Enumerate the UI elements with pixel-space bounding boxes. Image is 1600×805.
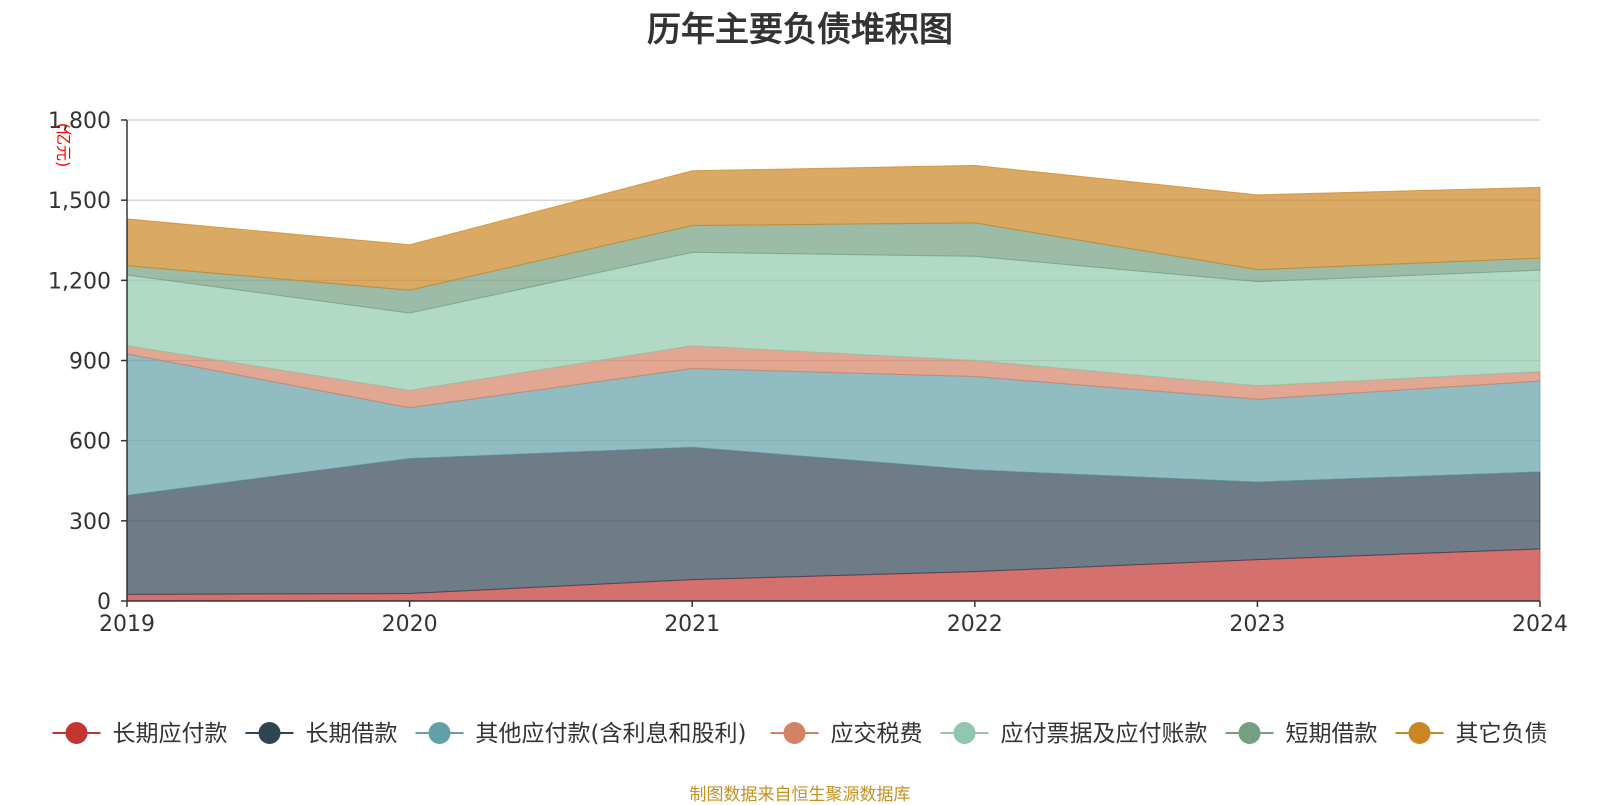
y-tick-label: 1,800 [48,109,111,134]
x-tick-label: 2021 [664,612,720,637]
y-axis-unit-label: (亿元) [54,123,73,168]
y-axis-ticks: 0 300 600 900 1,200 1,500 1,800 [48,109,127,615]
y-tick-label: 1,200 [48,269,111,294]
legend-marker [1238,722,1261,744]
legend-label: 应付票据及应付账款 [1001,721,1208,747]
y-tick-label: 600 [69,430,111,455]
legend-marker [1408,722,1431,744]
legend-label: 应交税费 [831,721,923,747]
legend-label: 长期借款 [306,721,398,747]
y-tick-label: 1,500 [48,189,111,214]
y-tick-label: 0 [97,590,111,615]
legend-item[interactable]: 长期应付款 [52,721,228,747]
legend-marker [783,722,806,744]
x-tick-label: 2024 [1512,612,1568,637]
chart-title: 历年主要负债堆积图 [647,10,953,50]
area-series [126,164,1541,602]
legend-label: 其他应付款(含利息和股利) [476,721,747,747]
x-tick-label: 2023 [1229,612,1285,637]
y-tick-label: 300 [69,510,111,535]
legend-item[interactable]: 应付票据及应付账款 [940,721,1208,747]
legend-marker [953,722,976,744]
source-note: 制图数据来自恒生聚源数据库 [689,785,911,805]
legend-item[interactable]: 应交税费 [770,721,923,747]
legend-marker [258,722,281,744]
area-series-7[interactable] [126,164,1541,291]
legend-item[interactable]: 长期借款 [245,721,398,747]
legend[interactable]: 长期应付款 长期借款 其他应付款(含利息和股利) 应交税费 应付票据及应付账款 短期借款 其… [52,721,1548,747]
legend-marker [428,722,451,744]
legend-item[interactable]: 短期借款 [1225,721,1378,747]
x-tick-label: 2019 [99,612,155,637]
x-tick-label: 2022 [947,612,1003,637]
legend-marker [65,722,88,744]
legend-label: 长期应付款 [113,721,228,747]
legend-label: 其它负债 [1456,721,1548,747]
legend-label: 短期借款 [1286,721,1378,747]
y-tick-label: 900 [69,350,111,375]
x-tick-label: 2020 [382,612,438,637]
legend-item[interactable]: 其它负债 [1395,721,1548,747]
x-axis-ticks: 2019 2020 2021 2022 2023 2024 [99,601,1568,637]
legend-item[interactable]: 其他应付款(含利息和股利) [415,721,747,747]
